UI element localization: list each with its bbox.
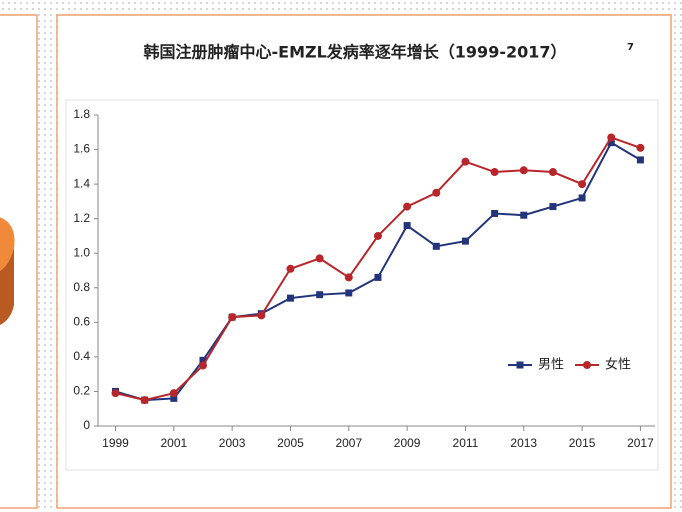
marker — [636, 143, 645, 152]
y-tick-label: 0.2 — [73, 384, 90, 398]
marker — [516, 361, 524, 369]
marker — [607, 139, 615, 147]
y-tick-label: 1.6 — [73, 142, 90, 156]
marker — [140, 396, 149, 405]
x-tick-label: 1999 — [102, 436, 129, 450]
x-tick-label: 2017 — [627, 436, 654, 450]
marker — [519, 166, 528, 175]
y-tick-label: 1.4 — [73, 176, 90, 190]
x-tick-label: 2005 — [277, 436, 304, 450]
y-tick-label: 0.8 — [73, 280, 90, 294]
marker — [344, 273, 353, 282]
x-tick-label: 2009 — [394, 436, 421, 450]
marker — [403, 222, 411, 230]
marker — [578, 194, 586, 202]
marker — [403, 202, 412, 211]
marker — [111, 389, 120, 398]
marker — [228, 313, 237, 322]
marker — [374, 273, 382, 281]
x-tick-label: 2003 — [219, 436, 246, 450]
marker — [170, 394, 178, 402]
marker — [461, 157, 470, 166]
y-tick-label: 0.6 — [73, 315, 90, 329]
marker — [520, 211, 528, 219]
marker — [257, 311, 266, 320]
marker — [432, 242, 440, 250]
x-tick-label: 2015 — [569, 436, 596, 450]
chart-panel — [56, 14, 672, 509]
marker — [549, 203, 557, 211]
marker — [316, 291, 324, 299]
y-tick-label: 1.0 — [73, 245, 90, 259]
marker — [373, 231, 382, 240]
plot-frame — [65, 99, 659, 471]
marker — [636, 156, 644, 164]
legend-label: 女性 — [605, 357, 631, 373]
marker — [461, 237, 469, 245]
marker — [432, 188, 441, 197]
marker — [578, 180, 587, 189]
marker — [548, 168, 557, 177]
x-tick-label: 2013 — [510, 436, 537, 450]
y-tick-label: 0 — [83, 418, 90, 432]
y-tick-label: 1.2 — [73, 211, 90, 225]
x-tick-label: 2001 — [160, 436, 187, 450]
marker — [491, 209, 499, 217]
x-tick-label: 2011 — [453, 436, 479, 450]
marker — [607, 133, 616, 142]
marker — [583, 361, 591, 369]
marker — [199, 356, 207, 364]
chart-title: 韩国注册肿瘤中心-EMZL发病率逐年增长（1999-2017） — [144, 43, 567, 62]
legend-label: 男性 — [538, 358, 564, 373]
marker — [315, 254, 324, 263]
cylinder-icon — [0, 217, 15, 325]
title-note: 7 — [627, 42, 634, 53]
marker — [286, 264, 295, 273]
marker — [286, 294, 294, 302]
marker — [345, 289, 353, 297]
x-tick-label: 2007 — [335, 436, 362, 450]
y-tick-label: 0.4 — [73, 349, 90, 363]
marker — [490, 168, 499, 177]
marker — [169, 389, 178, 398]
marker — [198, 361, 207, 370]
y-tick-label: 1.8 — [73, 107, 90, 121]
